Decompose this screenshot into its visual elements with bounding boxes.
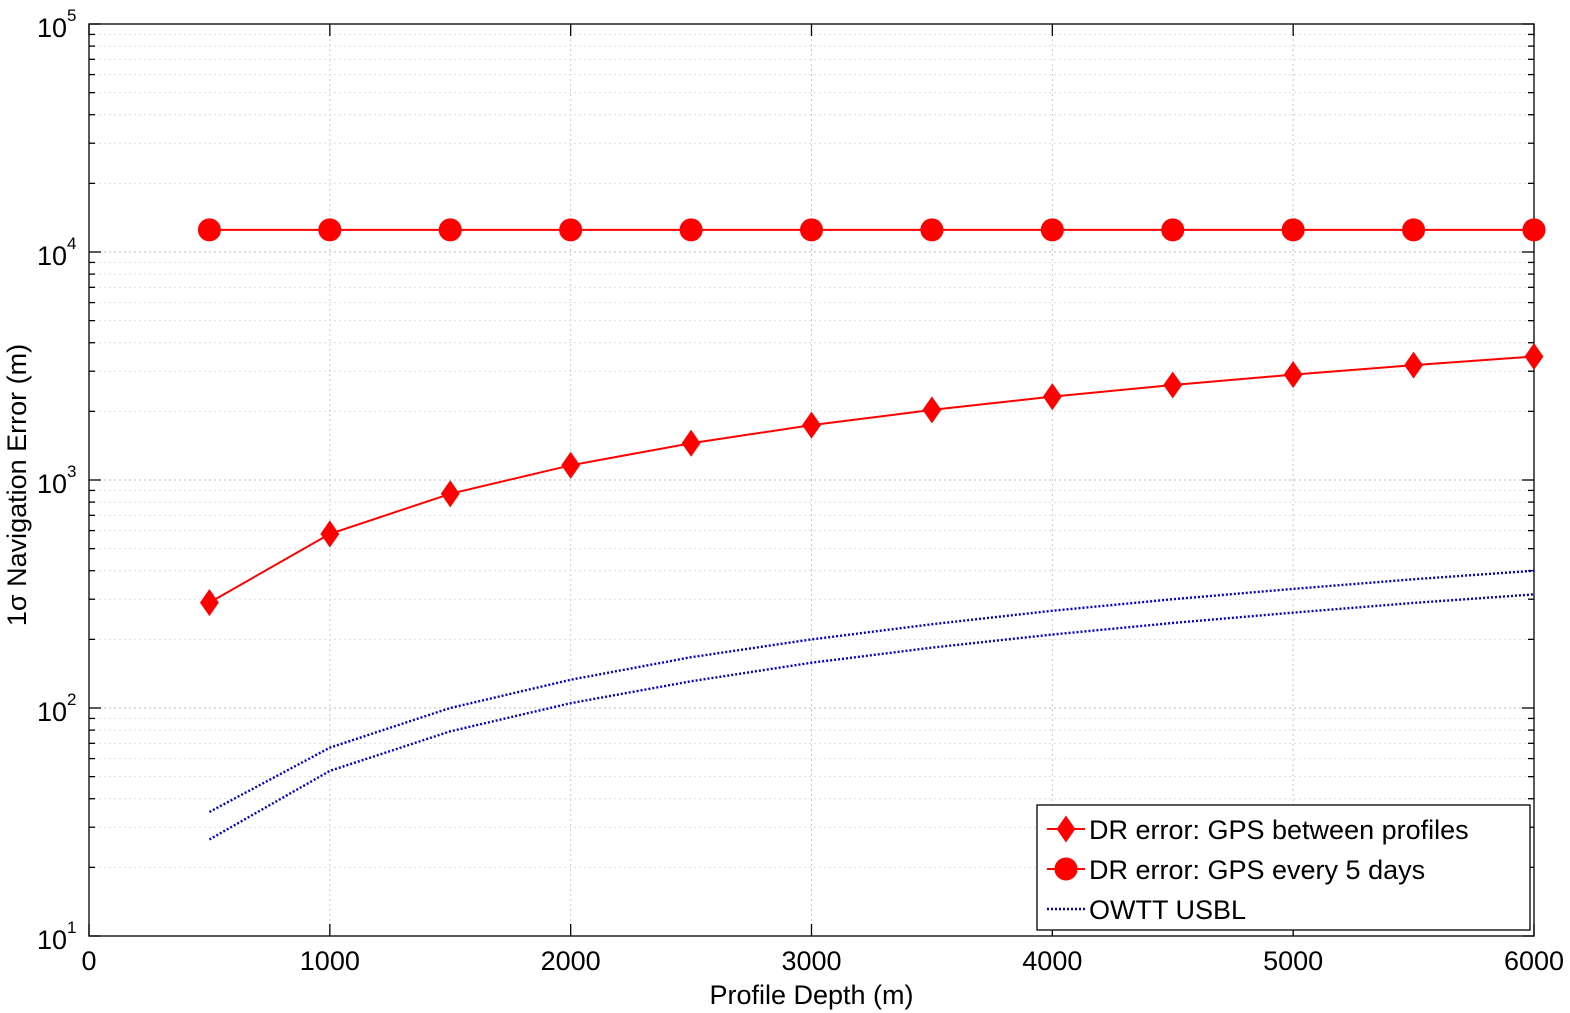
series-line [208,593,1535,841]
x-axis-tick-labels: 0 1000 2000 3000 4000 5000 6000 [81,946,1564,976]
legend: DR error: GPS between profiles DR error: … [1036,804,1531,931]
y-tick-label-exponent: 2 [67,690,76,709]
y-axis-label: 1σ Navigation Error (m) [2,344,32,626]
y-tick-label-exponent: 4 [67,234,76,253]
diamond-data-point [440,480,460,508]
diamond-data-point [802,411,821,439]
legend-swatch-marker [1054,857,1078,881]
circle-data-point [438,218,462,242]
y-tick-label: 10 [37,925,67,955]
circle-data-point [1281,218,1305,242]
series-0 [200,342,1544,617]
circle-data-point [559,218,583,242]
x-axis-label: Profile Depth (m) [709,980,913,1010]
y-tick-label: 10 [37,697,67,727]
series-1 [197,218,1546,242]
data-series [197,218,1546,841]
x-tick-label: 5000 [1263,946,1323,976]
legend-entries: DR error: GPS between profiles DR error: … [1047,815,1469,925]
circle-data-point [1522,218,1546,242]
circle-data-point [920,218,944,242]
series-line [208,355,1535,604]
circle-data-point [1161,218,1185,242]
legend-swatch-marker [1056,815,1076,843]
y-tick-label: 10 [37,13,67,43]
circle-data-point [1040,218,1064,242]
diamond-data-point [561,451,581,479]
x-tick-label: 0 [81,946,96,976]
legend-label: OWTT USBL [1089,895,1246,925]
diamond-data-point [1524,342,1544,371]
diamond-data-point [1404,351,1423,379]
x-tick-label: 4000 [1022,946,1082,976]
legend-entry: OWTT USBL [1047,895,1246,925]
diamond-data-point [320,520,340,548]
y-tick-label: 10 [37,469,67,499]
y-tick-label-exponent: 1 [67,918,76,937]
legend-label: DR error: GPS between profiles [1089,815,1469,845]
legend-entry: DR error: GPS between profiles [1047,815,1469,845]
diamond-data-point [1283,361,1303,389]
x-tick-label: 1000 [300,946,360,976]
legend-box [1036,804,1531,931]
diamond-data-point [1042,383,1062,411]
circle-data-point [679,218,703,242]
circle-data-point [1402,218,1426,242]
y-tick-label: 10 [37,241,67,271]
y-tick-label-exponent: 3 [67,462,76,481]
circle-data-point [800,218,823,242]
diamond-data-point [922,396,942,424]
x-tick-label: 3000 [781,946,841,976]
legend-entry: DR error: GPS every 5 days [1047,855,1425,885]
series-3 [208,593,1535,841]
x-tick-label: 2000 [541,946,601,976]
diamond-data-point [1163,371,1183,399]
legend-label: DR error: GPS every 5 days [1089,855,1425,885]
diamond-data-point [681,429,701,457]
diamond-data-point [200,589,219,617]
x-tick-label: 6000 [1504,946,1564,976]
circle-data-point [318,218,342,242]
y-tick-label-exponent: 5 [67,6,76,25]
circle-data-point [197,218,221,242]
